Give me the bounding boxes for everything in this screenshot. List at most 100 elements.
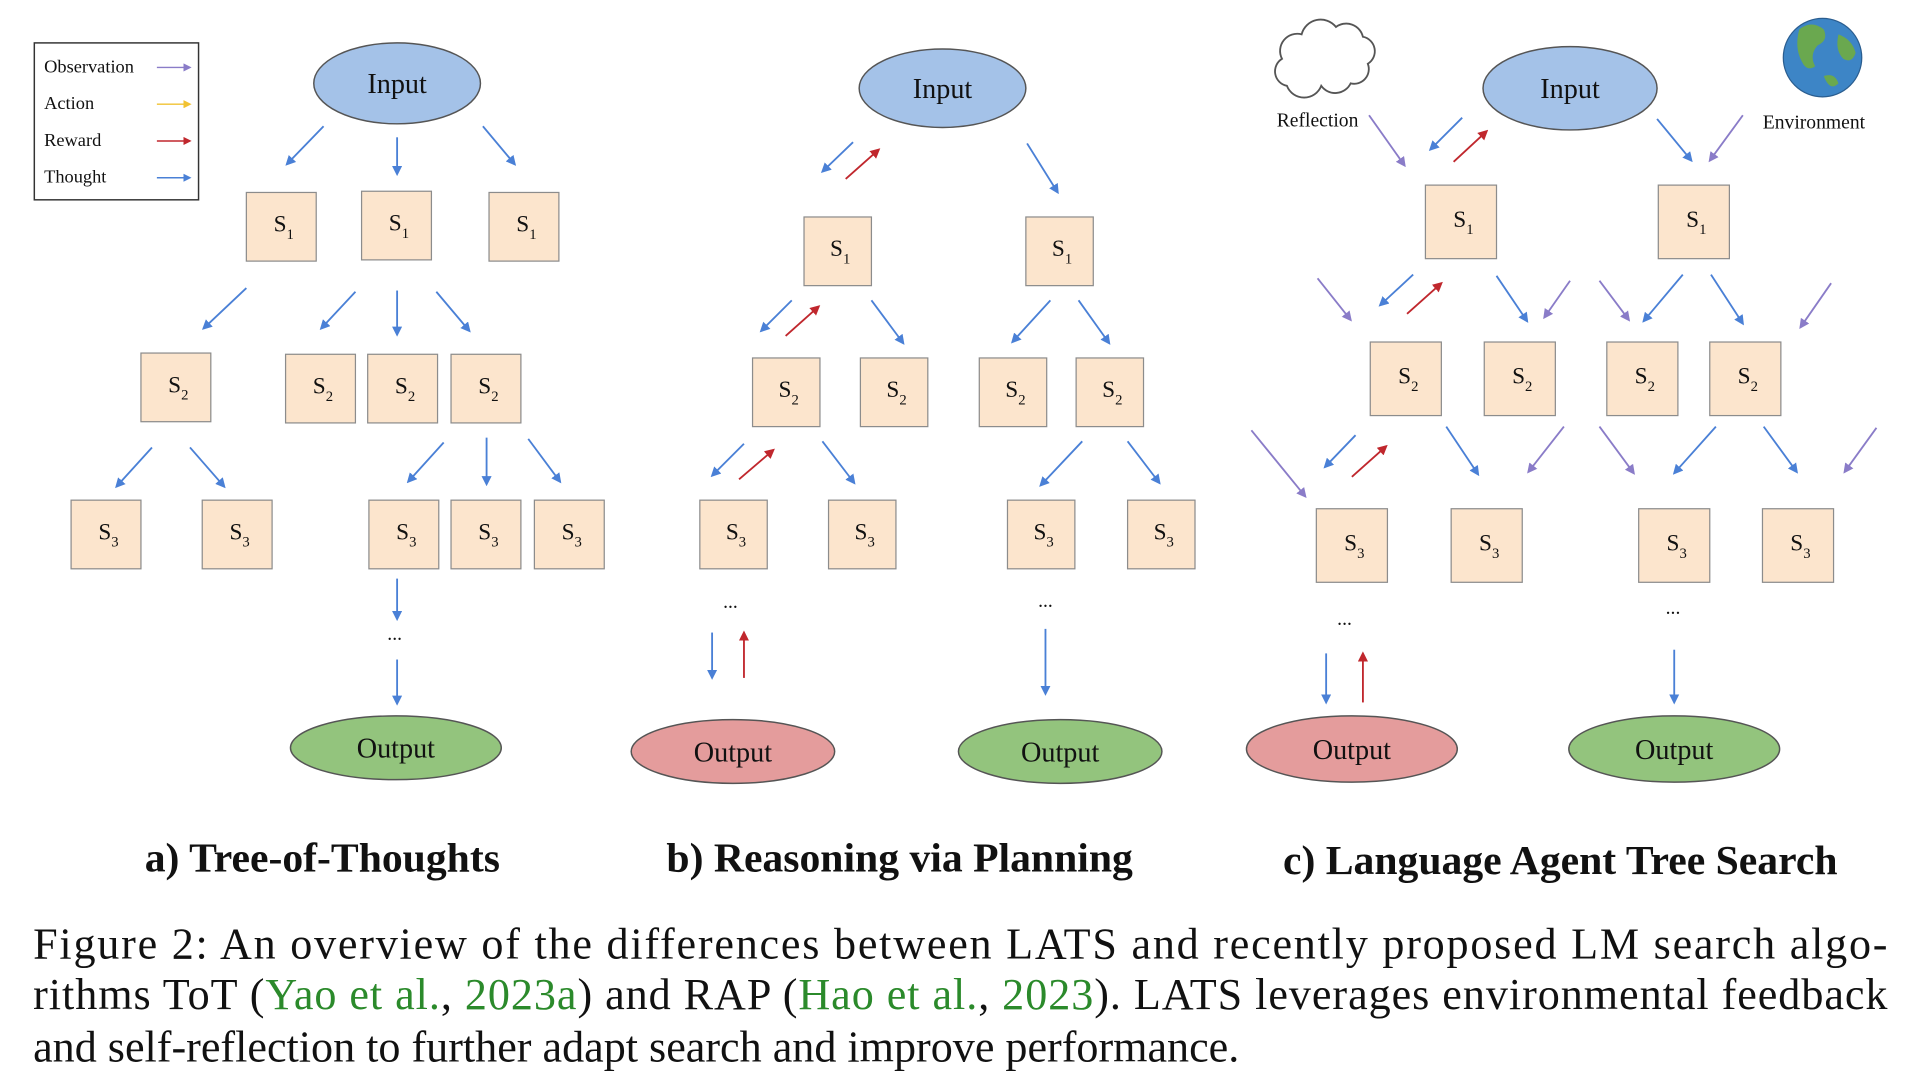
state-label: S1: [1052, 236, 1072, 267]
ellipsis: ...: [1337, 609, 1352, 630]
state-label: S3: [396, 519, 416, 550]
state-index: 3: [739, 535, 746, 551]
state-node: S3: [533, 499, 605, 570]
state-letter: S: [830, 236, 843, 262]
state-node: S3: [450, 499, 522, 570]
state-label: S3: [1154, 519, 1174, 550]
state-index: 3: [491, 535, 498, 551]
state-node: S2: [284, 353, 357, 424]
citation-link[interactable]: Hao et al.: [798, 970, 977, 1019]
state-letter: S: [395, 374, 408, 400]
caption-text: ). LATS leverages environmental feedback: [1094, 970, 1888, 1019]
ellipsis: ...: [387, 624, 402, 645]
state-letter: S: [1635, 364, 1648, 390]
output-label: Output: [1313, 735, 1391, 766]
caption-line: rithms ToT (Yao et al., 2023a) and RAP (…: [33, 970, 1888, 1019]
observation-arrow: [1527, 426, 1565, 474]
state-box: [803, 216, 873, 287]
state-box: [859, 357, 929, 428]
observation-arrow: [1598, 426, 1635, 475]
citation-link[interactable]: 2023: [1002, 970, 1093, 1019]
thought-arrow: [870, 299, 905, 345]
citation-link[interactable]: Yao et al.: [265, 970, 439, 1019]
state-box: [367, 353, 439, 424]
state-index: 3: [1046, 535, 1053, 551]
state-box: [201, 499, 273, 570]
state-label: S2: [478, 374, 498, 405]
observation-arrow: [1708, 114, 1744, 163]
legend-label: Thought: [44, 167, 106, 187]
thought-arrow: [1495, 275, 1529, 323]
thought-arrow: [1323, 434, 1357, 469]
state-index: 2: [408, 389, 415, 405]
state-box: [827, 499, 897, 570]
thought-arrow: [285, 125, 325, 166]
thought-arrow: [1026, 142, 1059, 195]
state-node: S3: [1126, 499, 1196, 570]
state-letter: S: [1512, 364, 1525, 390]
ellipsis: ...: [1038, 591, 1053, 612]
state-label: S2: [1398, 364, 1418, 395]
state-label: S3: [229, 519, 249, 550]
state-box: [245, 191, 317, 262]
citation-link[interactable]: 2023a: [465, 970, 577, 1019]
state-label: S3: [98, 519, 118, 550]
state-letter: S: [274, 212, 287, 238]
state-index: 3: [111, 535, 118, 551]
state-node: S2: [1606, 341, 1679, 417]
state-label: S3: [1344, 530, 1364, 561]
input-label: Input: [913, 74, 973, 105]
state-box: [1369, 341, 1442, 417]
thought-arrow: [201, 287, 247, 330]
state-letter: S: [396, 519, 409, 545]
thought-arrow: [759, 299, 793, 333]
state-node: S2: [140, 352, 212, 423]
caption-text: Figure 2: An overview of the differences…: [33, 920, 1887, 969]
caption-text: rithms ToT (: [33, 970, 264, 1019]
state-index: 3: [1492, 546, 1499, 562]
state-node: S3: [70, 499, 142, 570]
reward-arrow: [1351, 444, 1388, 478]
state-node: S1: [803, 216, 873, 287]
state-node: S2: [367, 353, 439, 424]
state-index: 3: [867, 535, 874, 551]
state-letter: S: [1398, 364, 1411, 390]
thought-arrow: [1126, 440, 1161, 485]
state-node: S3: [827, 499, 897, 570]
ellipsis: ...: [723, 592, 738, 613]
caption-text: ) and RAP (: [577, 970, 797, 1019]
state-label: S1: [516, 212, 536, 243]
caption-text: ,: [978, 970, 1001, 1019]
input-label: Input: [1540, 74, 1600, 105]
state-node: S3: [1450, 508, 1523, 583]
state-index: 3: [409, 535, 416, 551]
state-index: 2: [326, 389, 333, 405]
state-letter: S: [726, 519, 739, 545]
input-label: Input: [367, 69, 427, 100]
state-box: [360, 190, 433, 261]
thought-arrow: [1656, 118, 1693, 163]
state-box: [284, 353, 357, 424]
state-label: S3: [726, 519, 746, 550]
state-label: S3: [1667, 530, 1687, 561]
thought-arrow: [820, 141, 854, 174]
state-letter: S: [1344, 530, 1357, 556]
legend: Observation Action Reward Thought: [33, 42, 200, 201]
state-letter: S: [1154, 519, 1167, 545]
state-letter: S: [779, 377, 792, 403]
state-label: S3: [1790, 530, 1810, 561]
state-index: 3: [242, 535, 249, 551]
state-index: 1: [529, 227, 536, 243]
state-letter: S: [886, 377, 899, 403]
state-box: [1761, 508, 1835, 583]
state-letter: S: [229, 519, 242, 545]
thought-arrow: [482, 125, 517, 166]
state-letter: S: [1667, 530, 1680, 556]
thought-arrow: [710, 443, 745, 478]
state-box: [751, 357, 821, 428]
state-letter: S: [562, 519, 575, 545]
state-label: S2: [779, 377, 799, 408]
state-box: [368, 499, 440, 570]
output-node: [957, 718, 1163, 785]
state-node: S1: [488, 191, 560, 262]
